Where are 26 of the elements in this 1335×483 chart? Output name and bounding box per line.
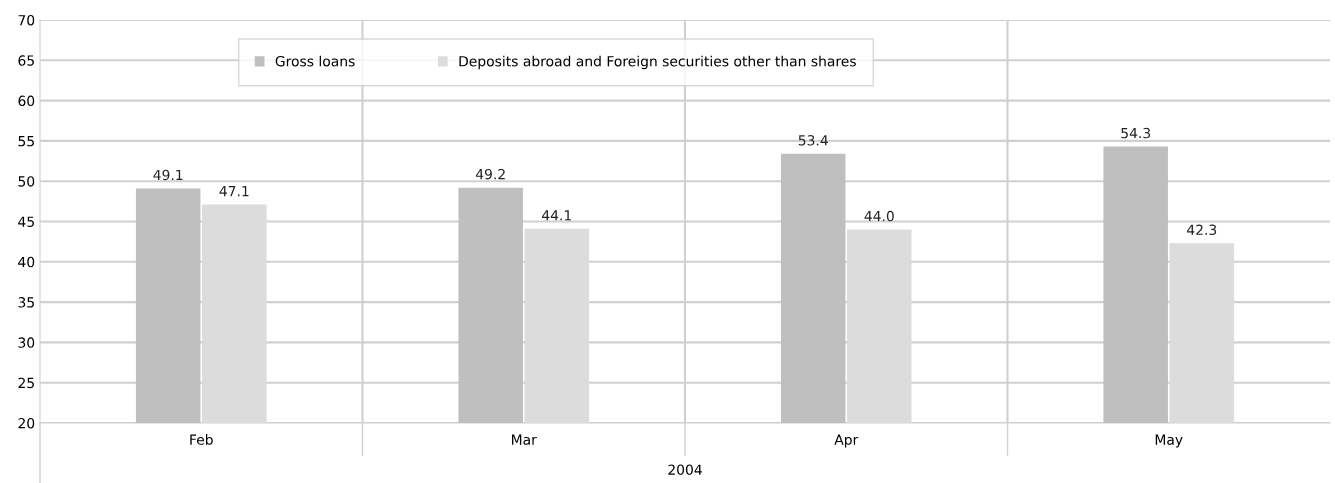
legend-label: Deposits abroad and Foreign securities other than shares	[459, 55, 856, 70]
y-tick-label: 35	[18, 297, 34, 308]
data-label: 53.4	[798, 135, 828, 146]
y-tick-label: 40	[18, 256, 35, 268]
x-tick-label: Apr	[834, 434, 859, 448]
y-tick-label: 25	[18, 377, 34, 389]
data-label: 49.1	[153, 169, 183, 181]
legend-label: Gross loans	[275, 55, 355, 67]
y-tick-label: 45	[18, 216, 34, 227]
data-label: 49.2	[475, 168, 505, 180]
data-label: 54.3	[1121, 127, 1151, 139]
y-tick-label: 55	[18, 136, 34, 147]
y-tick-label: 30	[18, 337, 35, 348]
x-tick-label: Mar	[512, 434, 537, 445]
y-tick-label: 20	[18, 417, 35, 429]
data-label: 44.1	[542, 210, 571, 221]
data-label: 44.0	[864, 210, 894, 222]
y-tick-label: 70	[18, 14, 35, 26]
y-tick-label: 65	[18, 55, 34, 66]
x-tick-label: Feb	[190, 434, 213, 445]
x-tick-label: May	[1155, 434, 1183, 448]
data-label: 42.3	[1187, 224, 1217, 236]
data-label: 47.1	[219, 186, 249, 197]
y-tick-label: 60	[18, 95, 35, 107]
y-tick-label: 50	[18, 176, 35, 187]
x-axis-title: 2004	[668, 464, 702, 475]
